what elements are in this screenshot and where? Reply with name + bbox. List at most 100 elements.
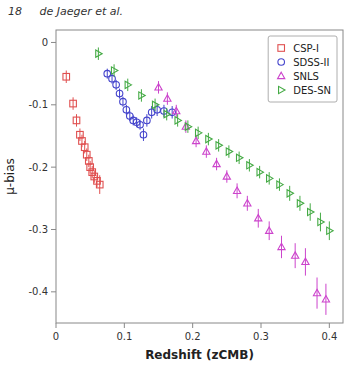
point — [140, 131, 147, 138]
legend-marker — [279, 86, 285, 93]
error-bar — [249, 159, 250, 171]
error-bar — [305, 248, 306, 275]
point — [277, 181, 283, 188]
point — [164, 95, 171, 101]
point — [70, 100, 77, 107]
point — [113, 82, 120, 89]
point — [313, 289, 320, 295]
y-axis-label: μ-bias — [3, 158, 17, 195]
legend-box — [268, 36, 337, 102]
legend: CSP-ISDSS-IISNLSDES-SN — [268, 36, 337, 102]
error-bar — [269, 221, 270, 240]
error-bar — [127, 79, 128, 91]
point — [206, 135, 212, 142]
error-bar — [269, 172, 270, 184]
header-text: 18 de Jaeger et al. — [8, 5, 123, 18]
point — [185, 123, 191, 130]
point — [125, 81, 131, 88]
point — [292, 252, 299, 258]
error-bar — [259, 166, 260, 178]
x-tick-label: 0.2 — [185, 331, 201, 342]
legend-marker — [278, 59, 285, 66]
point — [213, 160, 220, 166]
x-tick — [192, 323, 193, 328]
error-bar — [114, 64, 115, 76]
error-bar — [166, 108, 167, 120]
point — [173, 107, 180, 113]
point — [302, 258, 309, 264]
point — [175, 117, 181, 124]
point — [139, 92, 145, 99]
point — [287, 190, 293, 197]
y-tick — [51, 167, 56, 168]
x-tick-label: 0.3 — [253, 331, 269, 342]
y-tick-label: -0.1 — [28, 99, 48, 110]
y-tick — [51, 104, 56, 105]
point — [195, 129, 201, 136]
point — [96, 181, 103, 188]
legend-label: CSP-I — [293, 43, 319, 54]
point — [86, 158, 93, 165]
point — [327, 227, 333, 234]
x-tick-label: 0.1 — [116, 331, 132, 342]
error-bar — [88, 155, 89, 167]
point — [266, 227, 273, 233]
point — [144, 117, 151, 124]
plot-frame — [56, 30, 343, 323]
point — [152, 101, 158, 108]
x-tick-label: 0 — [53, 331, 59, 342]
x-tick — [56, 323, 57, 328]
point — [233, 187, 240, 193]
error-bar — [172, 106, 173, 118]
error-bar — [258, 209, 259, 228]
point — [226, 148, 232, 155]
y-tick-label: -0.3 — [28, 224, 48, 235]
point — [73, 117, 80, 124]
point — [120, 98, 127, 105]
error-bar — [66, 71, 67, 83]
error-bar — [86, 148, 87, 160]
error-bar — [299, 196, 300, 211]
point — [127, 113, 134, 120]
x-tick — [329, 323, 330, 328]
x-tick-label: 0.4 — [321, 331, 337, 342]
point — [297, 200, 303, 207]
point — [203, 148, 210, 154]
error-bar — [247, 196, 248, 211]
legend-label: SDSS-II — [293, 57, 329, 68]
error-bar — [317, 277, 318, 308]
x-axis-label: Redshift (zCMB) — [145, 348, 254, 362]
error-bar — [329, 221, 330, 240]
error-bar — [208, 133, 209, 145]
point — [236, 154, 242, 161]
error-bar — [239, 152, 240, 164]
series — [104, 69, 176, 141]
x-tick — [124, 323, 125, 328]
error-bar — [228, 145, 229, 157]
y-tick-label: -0.4 — [28, 286, 48, 297]
error-bar — [90, 161, 91, 173]
point — [278, 243, 285, 249]
error-bar — [310, 203, 311, 220]
error-bar — [99, 175, 100, 194]
point — [111, 67, 117, 74]
legend-marker — [278, 72, 285, 78]
point — [216, 142, 222, 149]
point — [318, 218, 324, 225]
error-bar — [92, 166, 93, 178]
error-bar — [79, 128, 80, 140]
error-bar — [289, 186, 290, 201]
point — [322, 296, 329, 302]
series — [155, 81, 330, 315]
x-tick — [261, 323, 262, 328]
point — [244, 200, 251, 206]
error-bar — [146, 114, 147, 126]
chart: 18 de Jaeger et al.00.10.20.30.40-0.1-0.… — [0, 0, 353, 369]
series — [63, 71, 103, 194]
y-tick — [51, 42, 56, 43]
error-bar — [141, 89, 142, 101]
error-bar — [143, 128, 144, 140]
error-bar — [187, 120, 188, 132]
point — [155, 84, 162, 90]
y-tick-label: -0.2 — [28, 162, 48, 173]
